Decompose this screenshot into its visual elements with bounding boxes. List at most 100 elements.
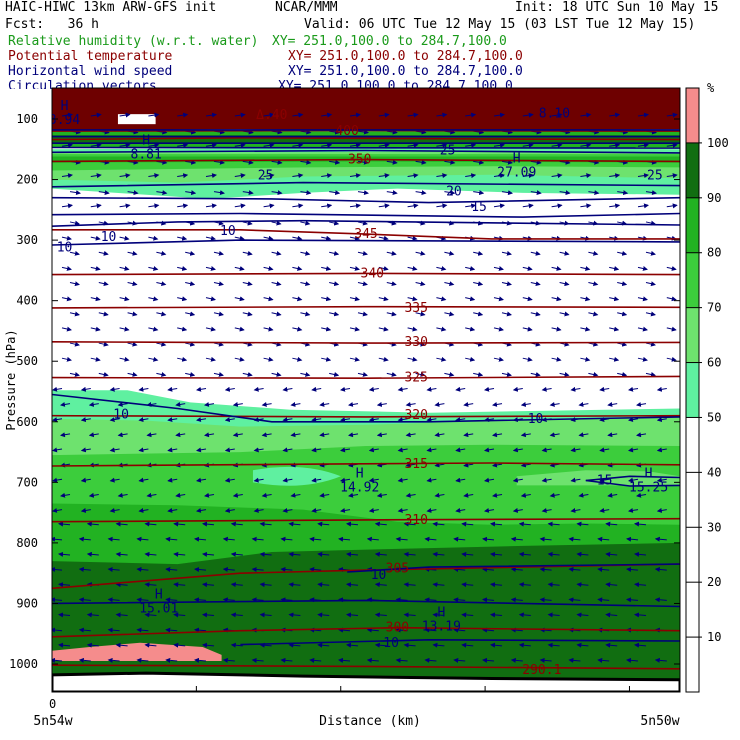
vector-arrow [580, 356, 591, 362]
vector-arrow [253, 386, 264, 392]
vector-arrow [501, 281, 512, 287]
vector-arrow [167, 417, 178, 423]
vector-arrow [234, 356, 245, 362]
vector-arrow [541, 386, 552, 392]
vector-arrow [510, 597, 523, 603]
vector-arrow [185, 281, 196, 287]
vector-arrow [403, 612, 416, 618]
vector-arrow [357, 311, 368, 317]
vector-arrow [230, 612, 243, 618]
vector-arrow [628, 386, 639, 392]
vector-arrow [465, 326, 476, 332]
terrain [52, 671, 680, 692]
vector-arrow [530, 250, 541, 256]
speed-contour [240, 638, 680, 646]
vector-arrow [185, 250, 196, 256]
vector-arrow [645, 281, 656, 287]
vector-arrow [86, 551, 99, 557]
vector-arrow [263, 235, 274, 241]
vector-arrow [465, 266, 476, 271]
vector-arrow [634, 642, 647, 648]
vector-arrow [292, 356, 303, 362]
vector-arrow [407, 296, 418, 302]
vector-arrow [282, 417, 293, 423]
vector-arrow [605, 551, 618, 557]
x-left-endpoint: 5n54w [33, 714, 72, 729]
vector-arrow [349, 235, 360, 241]
theta-label: 330 [404, 335, 427, 350]
vector-arrow [117, 492, 128, 498]
vector-arrow [309, 657, 322, 663]
theta-label: 400 [335, 124, 358, 139]
vector-arrow [202, 642, 215, 648]
vector-arrow [80, 417, 91, 423]
speed-contour [347, 563, 680, 573]
vector-arrow [148, 235, 159, 241]
vector-arrow [136, 567, 149, 572]
vector-arrow [549, 492, 560, 498]
vector-arrow [501, 311, 512, 317]
vector-arrow [436, 326, 447, 332]
vector-arrow [576, 521, 589, 527]
vector-arrow [407, 235, 418, 241]
vector-arrow [61, 326, 72, 332]
vector-arrow [426, 507, 437, 513]
vector-arrow [88, 492, 99, 498]
vector-arrow [329, 311, 340, 317]
vector-arrow [177, 203, 189, 209]
speed-label: 10 [220, 224, 236, 239]
vector-arrow [148, 203, 160, 209]
vector-arrow [645, 190, 657, 196]
theta-label: 325 [404, 371, 427, 386]
vector-arrow [522, 326, 533, 332]
colorbar-swatch [686, 307, 699, 363]
vector-arrow [432, 642, 445, 648]
vector-arrow [173, 582, 186, 588]
vector-arrow [617, 372, 628, 377]
field-rh-xy: XY= 251.0,100.0 to 284.7,100.0 [272, 34, 507, 49]
vector-arrow [407, 173, 419, 179]
vector-arrow [148, 296, 159, 302]
theta-contour [52, 136, 680, 141]
colorbar-label: 20 [707, 575, 721, 589]
vector-arrow [205, 266, 216, 271]
vector-arrow [234, 235, 245, 241]
high-value: 15.01 [139, 601, 178, 616]
vector-arrow [357, 220, 368, 226]
vector-arrow [378, 356, 389, 362]
vector-arrow [645, 341, 656, 347]
vector-arrow [194, 536, 207, 542]
vector-arrow [580, 326, 591, 332]
vector-arrow [637, 112, 649, 118]
vector-arrow [522, 356, 533, 362]
vector-arrow [559, 159, 571, 165]
vector-arrow [338, 536, 351, 542]
vector-arrow [234, 112, 246, 118]
vector-arrow [570, 386, 581, 392]
vector-arrow [444, 372, 455, 377]
vector-arrow [576, 582, 589, 588]
vector-arrow [654, 657, 667, 663]
vector-arrow [317, 521, 330, 527]
vector-arrow [547, 582, 560, 588]
vector-arrow [319, 432, 330, 438]
high-marker: H [437, 606, 445, 621]
vector-arrow [205, 296, 216, 302]
vector-arrow [415, 190, 427, 196]
high-marker: H [645, 466, 653, 481]
vector-arrow [559, 372, 570, 377]
vector-arrow [338, 657, 351, 663]
vector-arrow [242, 250, 253, 256]
vector-arrow [329, 159, 341, 165]
vector-arrow [580, 112, 592, 118]
vector-arrow [368, 417, 379, 423]
vector-arrow [115, 612, 128, 618]
vector-arrow [196, 417, 207, 423]
vector-arrow [202, 521, 215, 527]
vector-arrow [366, 536, 379, 542]
vector-arrow [288, 612, 301, 618]
vector-arrow [271, 281, 282, 287]
vector-arrow [520, 462, 531, 468]
vector-arrow [340, 447, 351, 453]
vector-arrow [90, 203, 102, 209]
